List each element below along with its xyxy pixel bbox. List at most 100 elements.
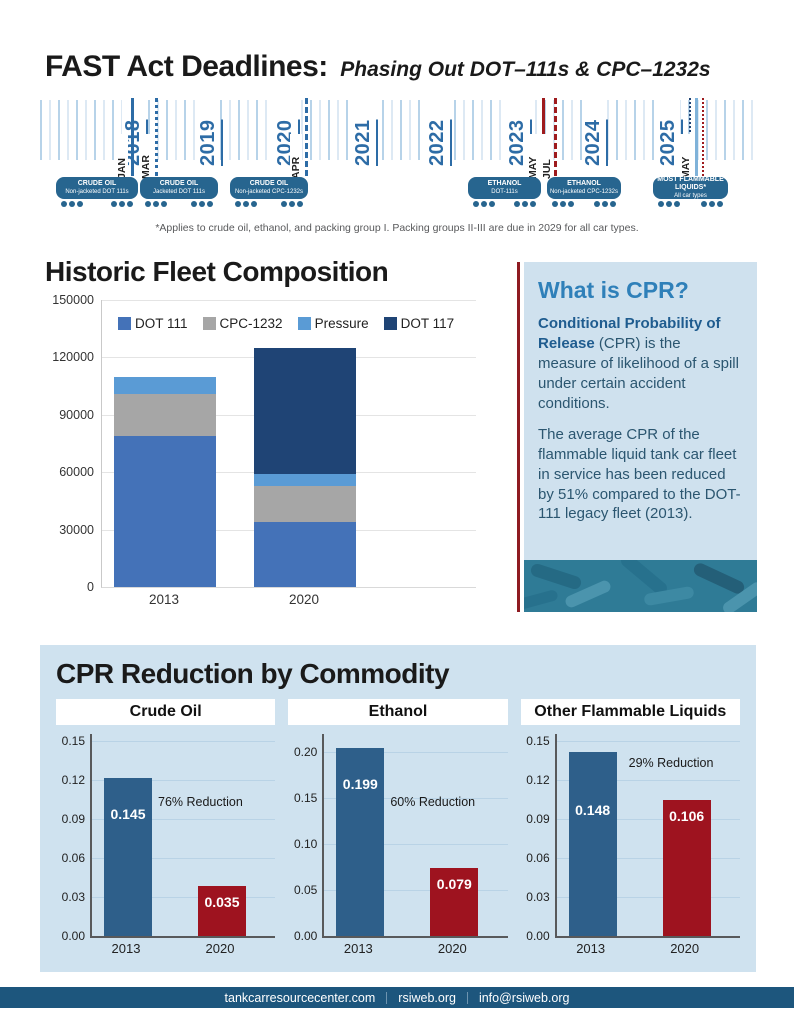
commodity-x-label: 2013	[343, 941, 373, 956]
wheel	[530, 201, 536, 207]
commodity-x-label: 2020	[670, 941, 700, 956]
wheel	[61, 201, 67, 207]
timeline-year-label: 2021	[352, 96, 375, 168]
timeline-year-label: 2019	[197, 96, 220, 168]
commodity-y-tick: 0.15	[61, 733, 85, 748]
fleet-y-tick: 90000	[59, 407, 94, 422]
bar-segment-cpc-1232	[254, 485, 356, 522]
panel-title: What is CPR?	[538, 277, 689, 303]
legend-swatch	[118, 317, 131, 330]
footer-link-rsiweb[interactable]: rsiweb.org	[398, 990, 456, 1005]
commodity-section-title: CPR Reduction by Commodity	[56, 658, 450, 689]
fleet-y-tick: 30000	[59, 522, 94, 537]
wheel	[568, 201, 574, 207]
commodity-x-labels: 2013 2020	[555, 938, 740, 958]
deadline-line	[131, 98, 134, 176]
reduction-note: 76% Reduction	[158, 794, 243, 809]
commodity-chart: 0.00 0.03 0.06 0.09 0.12 0.15 0.145 0.035 76% Re…	[56, 733, 276, 943]
commodity-x-label: 2013	[576, 941, 606, 956]
commodity-chart-title: Ethanol	[288, 699, 508, 725]
bar-value-label: 0.106	[669, 808, 705, 825]
gridline	[556, 857, 740, 859]
legend-label: CPC-1232	[219, 316, 283, 331]
fleet-y-axis: 0 30000 60000 90000 120000 150000	[45, 293, 101, 594]
tank-car-commodity: CRUDE OIL	[77, 180, 117, 188]
wheel-group	[658, 201, 680, 207]
bar-segment-pressure	[254, 474, 356, 486]
commodity-bar-2013: 0.148	[568, 752, 617, 936]
wheel	[481, 201, 487, 207]
wheel	[522, 201, 528, 207]
commodity-bar-2013: 0.145	[104, 778, 152, 936]
deadline-line	[155, 98, 158, 176]
commodity-y-tick: 0.09	[61, 811, 85, 826]
timeline-year-label: 2023	[506, 96, 529, 168]
timeline-footnote: *Applies to crude oil, ethanol, and pack…	[155, 222, 639, 234]
gridline	[92, 818, 276, 820]
derailment-photo	[524, 560, 757, 612]
commodity-bar-2020: 0.079	[430, 868, 479, 936]
fleet-x-label: 2020	[288, 592, 320, 607]
commodity-card-other-flammable-liquids: Other Flammable Liquids 0.00 0.03 0.06 0.09 0…	[520, 699, 740, 958]
wheel	[560, 201, 566, 207]
bar-value-label: 0.199	[342, 775, 378, 792]
timeline-month-label: MAY	[680, 134, 692, 180]
commodity-x-label: 2020	[437, 941, 467, 956]
wheel	[207, 201, 213, 207]
tank-car: CRUDE OIL Non-jacketed CPC-1232s	[230, 177, 308, 207]
commodity-plot-area: 0.199 0.079 60% Reduction	[322, 734, 508, 938]
panel-paragraph-2: The average CPR of the flammable liquid …	[538, 425, 741, 523]
wheel	[658, 201, 664, 207]
bar-segment-dot-117	[254, 347, 356, 475]
legend-label: DOT 117	[400, 316, 455, 331]
bar-segment-dot-111	[114, 435, 216, 587]
commodity-y-tick: 0.10	[293, 837, 318, 852]
wheel	[251, 201, 257, 207]
fast-act-timeline: 2018 2019 2020 2021 2022 2023 2024 2025 JAN MAR AP…	[40, 96, 756, 228]
gridline	[556, 740, 740, 742]
commodity-y-tick: 0.00	[293, 929, 318, 943]
footer-divider	[466, 991, 468, 1004]
tank-car-wheels	[140, 201, 218, 207]
commodity-x-label: 2020	[205, 941, 235, 956]
commodity-y-tick: 0.03	[61, 889, 85, 904]
commodity-bar-2013: 0.199	[336, 747, 385, 936]
legend-swatch	[383, 317, 397, 330]
timeline-month-label: JAN	[116, 134, 128, 180]
wheel	[281, 201, 287, 207]
page-subtitle: Phasing Out DOT–111s & CPC–1232s	[340, 58, 711, 81]
legend-item: DOT 111	[118, 316, 188, 331]
fleet-plot-area: DOT 111 CPC-1232 Pressure DOT 117	[101, 300, 476, 588]
wheel-group	[191, 201, 213, 207]
timeline-month-label: APR	[290, 134, 302, 180]
footer-divider	[386, 991, 388, 1004]
wheel	[161, 201, 167, 207]
gridline	[92, 740, 276, 742]
commodity-chart: 0.00 0.03 0.06 0.09 0.12 0.15 0.148 0.106 29% Re…	[521, 734, 740, 943]
wheel	[594, 201, 600, 207]
panel-accent-rule	[517, 262, 520, 612]
wheel-group	[473, 201, 495, 207]
timeline-year-label: 2022	[426, 96, 449, 168]
timeline-month-label: MAR	[140, 134, 152, 180]
timeline-month-label: MAY	[527, 134, 539, 180]
commodity-x-labels: 2013 2020	[90, 938, 275, 958]
legend-label: Pressure	[314, 316, 369, 331]
wheel	[111, 201, 117, 207]
commodity-plot-area: 0.148 0.106 29% Reduction	[554, 734, 740, 938]
wheel	[297, 201, 303, 207]
wheel	[127, 201, 133, 207]
tank-car-commodity: MOST FLAMMABLE LIQUIDS*	[657, 176, 724, 192]
footer-link-email[interactable]: info@rsiweb.org	[478, 990, 570, 1005]
wheel	[289, 201, 295, 207]
tank-car-wheels	[468, 201, 541, 207]
wheel	[489, 201, 495, 207]
tank-car: CRUDE OIL Jacketed DOT 111s	[140, 177, 218, 207]
bar-value-label: 0.148	[575, 802, 611, 819]
fleet-y-tick: 60000	[59, 465, 94, 480]
panel-paragraph-1: Conditional Probability of Release (CPR)…	[538, 314, 743, 414]
wheel-group	[111, 201, 133, 207]
footer-link-website[interactable]: tankcarresourcecenter.com	[224, 990, 376, 1005]
commodity-y-tick: 0.09	[526, 811, 550, 826]
